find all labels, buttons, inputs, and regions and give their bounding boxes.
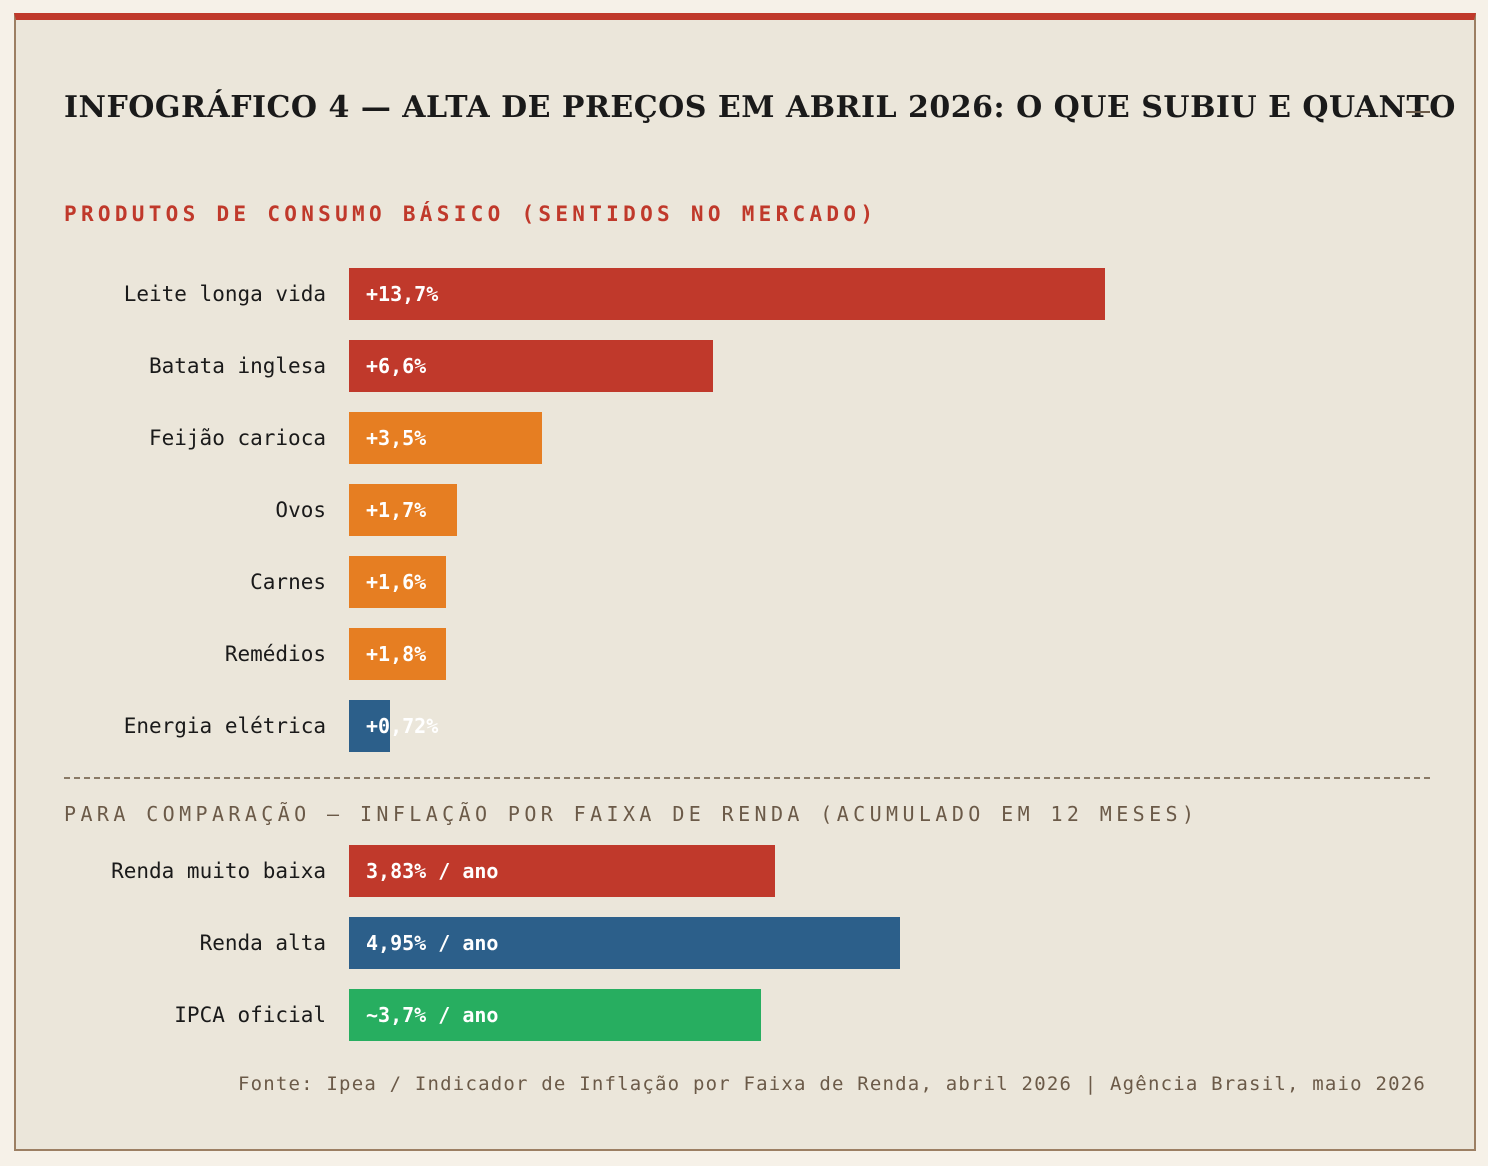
data-label: 3,83% / ano [366, 859, 499, 883]
source-note: Fonte: Ipea / Indicador de Inflação por … [237, 1073, 1426, 1095]
data-label: 4,95% / ano [366, 931, 499, 955]
bar-row: Feijão carioca +3,5% [16, 412, 1476, 464]
bar [349, 340, 713, 392]
data-label: +1,6% [366, 570, 427, 594]
category-label: Carnes [250, 570, 326, 594]
bar [349, 484, 457, 536]
bar-row: Leite longa vida +13,7% [16, 268, 1476, 320]
infographic-card: INFOGRÁFICO 4 — ALTA DE PREÇOS EM ABRIL … [14, 13, 1476, 1151]
section-basic-products-title: PRODUTOS DE CONSUMO BÁSICO (SENTIDOS NO … [64, 202, 878, 226]
data-label: +1,7% [366, 498, 427, 522]
bar [349, 989, 761, 1041]
data-label: ~3,7% / ano [366, 1003, 499, 1027]
category-label: Ovos [275, 498, 326, 522]
category-label: IPCA oficial [174, 1003, 326, 1027]
section-income-comparison-title: PARA COMPARAÇÃO — INFLAÇÃO POR FAIXA DE … [64, 802, 1199, 826]
bar [349, 700, 390, 752]
infographic-title: INFOGRÁFICO 4 — ALTA DE PREÇOS EM ABRIL … [64, 90, 1456, 125]
category-label: Renda alta [199, 931, 326, 955]
bar-row: Carnes +1,6% [16, 556, 1476, 608]
category-label: Batata inglesa [148, 354, 326, 378]
bar [349, 628, 446, 680]
data-label: +6,6% [366, 354, 427, 378]
bar-row: Energia elétrica +0,72% [16, 700, 1476, 752]
bar [349, 268, 1105, 320]
title-dash-decoration [1406, 111, 1430, 113]
bar [349, 556, 446, 608]
data-label: +0,72% [366, 714, 439, 738]
category-label: Leite longa vida [123, 282, 326, 306]
category-label: Energia elétrica [123, 714, 326, 738]
section-divider [64, 777, 1430, 779]
category-label: Renda muito baixa [111, 859, 326, 883]
bar-row: Batata inglesa +6,6% [16, 340, 1476, 392]
bar-row: Renda muito baixa 3,83% / ano [16, 845, 1476, 897]
bar [349, 412, 542, 464]
category-label: Feijão carioca [148, 426, 326, 450]
bar [349, 845, 775, 897]
bar-row: Ovos +1,7% [16, 484, 1476, 536]
bar-row: IPCA oficial ~3,7% / ano [16, 989, 1476, 1041]
data-label: +13,7% [366, 282, 439, 306]
bar-row: Remédios +1,8% [16, 628, 1476, 680]
bar-row: Renda alta 4,95% / ano [16, 917, 1476, 969]
data-label: +1,8% [366, 642, 427, 666]
data-label: +3,5% [366, 426, 427, 450]
bar [349, 917, 900, 969]
category-label: Remédios [224, 642, 326, 666]
